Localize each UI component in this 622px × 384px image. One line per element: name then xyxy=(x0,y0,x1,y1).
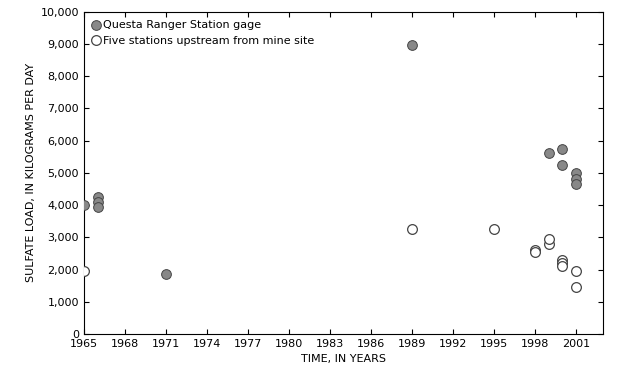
Five stations upstream from mine site xyxy=(545,237,552,241)
Five stations upstream from mine site xyxy=(559,261,566,265)
Questa Ranger Station gage xyxy=(572,170,580,175)
Five stations upstream from mine site xyxy=(559,264,566,269)
Questa Ranger Station gage xyxy=(559,146,566,151)
Five stations upstream from mine site xyxy=(531,250,539,254)
Legend: Questa Ranger Station gage, Five stations upstream from mine site: Questa Ranger Station gage, Five station… xyxy=(90,17,317,49)
Five stations upstream from mine site xyxy=(408,227,415,232)
Questa Ranger Station gage xyxy=(94,204,101,209)
Questa Ranger Station gage xyxy=(94,195,101,199)
Questa Ranger Station gage xyxy=(80,203,88,207)
Questa Ranger Station gage xyxy=(162,272,170,277)
Five stations upstream from mine site xyxy=(572,269,580,273)
Y-axis label: SULFATE LOAD, IN KILOGRAMS PER DAY: SULFATE LOAD, IN KILOGRAMS PER DAY xyxy=(27,63,37,282)
X-axis label: TIME, IN YEARS: TIME, IN YEARS xyxy=(301,354,386,364)
Questa Ranger Station gage xyxy=(572,182,580,186)
Questa Ranger Station gage xyxy=(545,151,552,156)
Line: Questa Ranger Station gage: Questa Ranger Station gage xyxy=(79,41,581,279)
Five stations upstream from mine site xyxy=(545,242,552,246)
Five stations upstream from mine site xyxy=(572,285,580,290)
Five stations upstream from mine site xyxy=(490,227,498,232)
Five stations upstream from mine site xyxy=(531,248,539,253)
Five stations upstream from mine site xyxy=(80,269,88,273)
Questa Ranger Station gage xyxy=(572,177,580,182)
Questa Ranger Station gage xyxy=(408,43,415,48)
Questa Ranger Station gage xyxy=(94,200,101,204)
Questa Ranger Station gage xyxy=(559,162,566,167)
Five stations upstream from mine site xyxy=(559,258,566,262)
Line: Five stations upstream from mine site: Five stations upstream from mine site xyxy=(79,224,581,292)
